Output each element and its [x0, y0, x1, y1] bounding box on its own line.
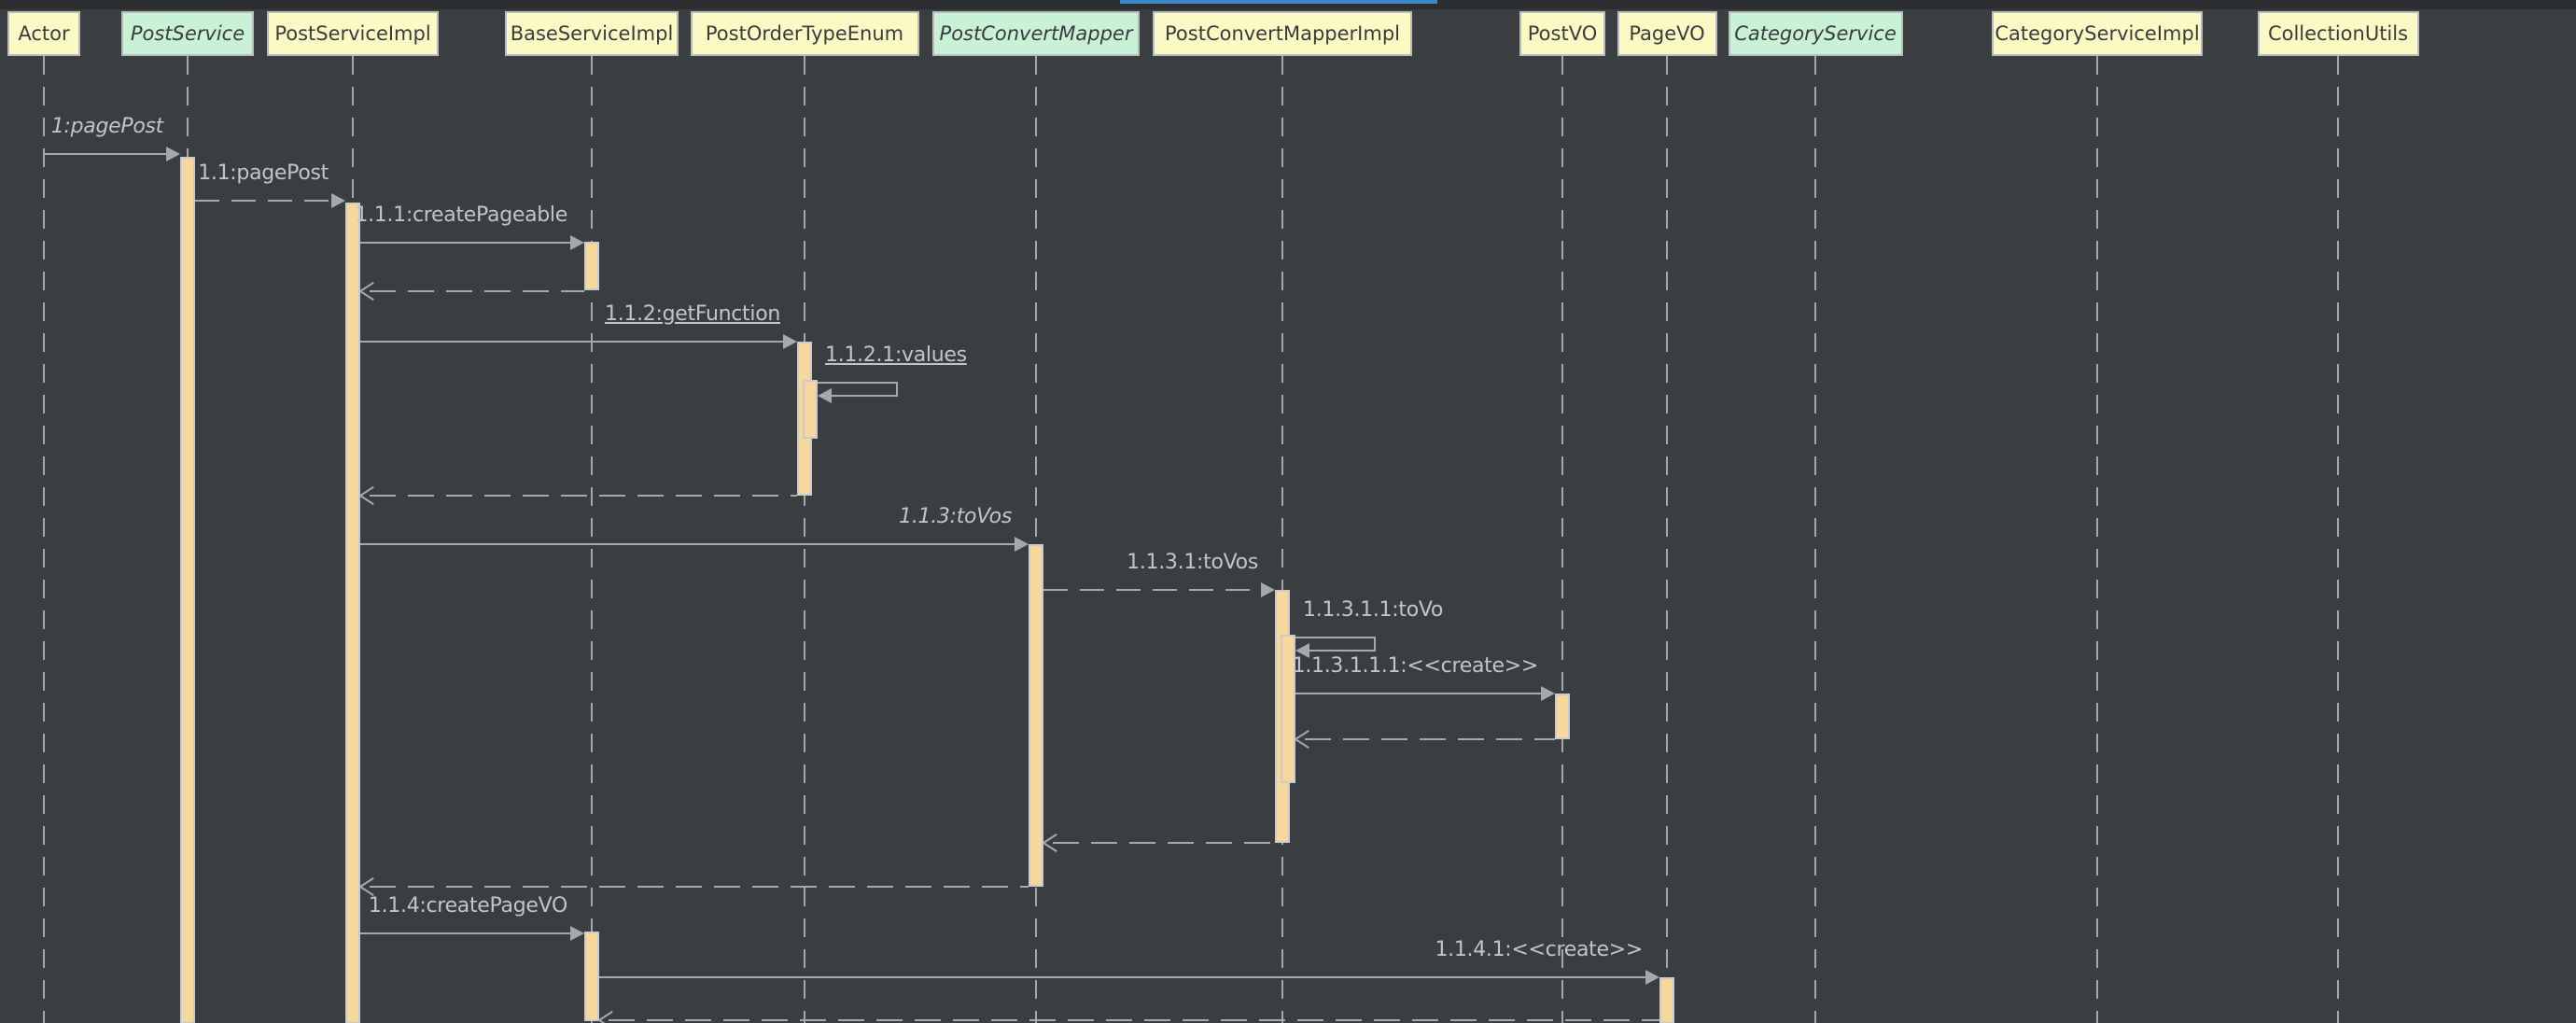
call-arrowhead-icon [166, 147, 180, 161]
participant-post-convert-mapper-impl[interactable]: PostConvertMapperImpl [1153, 11, 1412, 56]
return-arrowhead-stroke [1295, 738, 1309, 750]
self-call-bottom-line [831, 395, 898, 397]
message-line [599, 976, 1647, 978]
activation-bar-post-convert-mapper [1029, 544, 1043, 887]
call-arrowhead-icon [1015, 537, 1029, 552]
return-arrowhead-icon [359, 485, 377, 506]
active-tab-underline-indicator [1120, 0, 1437, 4]
message-label[interactable]: 1.1.4:createPageVO [368, 894, 567, 918]
call-arrowhead-icon [1261, 582, 1275, 597]
participant-actor[interactable]: Actor [7, 11, 80, 56]
activation-bar-page-vo [1659, 977, 1674, 1023]
participant-post-service[interactable]: PostService [121, 11, 254, 56]
return-arrowhead-stroke [359, 495, 374, 506]
message-label[interactable]: 1.1.4.1:<<create>> [1435, 938, 1643, 961]
return-arrowhead-icon [1295, 729, 1312, 750]
self-call-top-line [1290, 637, 1376, 638]
return-line [370, 886, 1029, 888]
participant-category-service-impl[interactable]: CategoryServiceImpl [1992, 11, 2203, 56]
message-line [195, 200, 333, 202]
activation-bar-post-vo [1555, 694, 1570, 739]
lifeline-page-vo [1666, 56, 1668, 1023]
message-line [44, 153, 168, 155]
message-label[interactable]: 1.1.3.1.1:toVo [1303, 598, 1444, 622]
message-label[interactable]: 1.1.2:getFunction [605, 302, 780, 326]
return-line [1305, 738, 1555, 740]
lifeline-post-convert-mapper-impl [1281, 56, 1283, 1023]
message-line [360, 242, 572, 244]
participant-base-service-impl[interactable]: BaseServiceImpl [505, 11, 679, 56]
participant-post-convert-mapper[interactable]: PostConvertMapper [932, 11, 1140, 56]
message-label[interactable]: 1.1.3.1:toVos [1127, 551, 1258, 574]
message-line [1295, 693, 1543, 694]
message-label[interactable]: 1.1.3.1.1.1:<<create>> [1292, 654, 1539, 678]
message-line [360, 543, 1016, 545]
lifeline-category-service-impl [2096, 56, 2098, 1023]
call-arrowhead-icon [570, 926, 584, 941]
message-label[interactable]: 1.1:pagePost [198, 161, 329, 185]
activation-bar-base-service-impl [584, 932, 599, 1021]
participant-post-vo[interactable]: PostVO [1519, 11, 1605, 56]
message-label[interactable]: 1.1.1:createPageable [355, 203, 567, 227]
return-arrowhead-stroke [598, 1019, 613, 1023]
return-line [370, 290, 584, 292]
self-call-arrowhead-icon [1295, 643, 1309, 658]
return-line [609, 1019, 1659, 1021]
call-arrowhead-icon [783, 334, 797, 349]
return-arrowhead-stroke [1043, 842, 1057, 853]
return-arrowhead-icon [598, 1010, 616, 1023]
lifeline-base-service-impl [591, 56, 593, 1023]
nested-activation-bar-post-order-type-enum [803, 380, 818, 439]
nested-activation-bar-post-convert-mapper-impl [1281, 635, 1295, 783]
message-line [1043, 589, 1263, 591]
lifeline-post-vo [1561, 56, 1563, 1023]
self-call-bottom-line [1309, 650, 1376, 652]
call-arrowhead-icon [331, 193, 345, 208]
activation-bar-post-service-impl [345, 203, 360, 1023]
message-label[interactable]: 1.1.3:toVos [899, 505, 1012, 528]
return-arrowhead-stroke [359, 290, 374, 301]
return-arrowhead-icon [359, 281, 377, 301]
message-line [360, 341, 785, 343]
message-line [360, 932, 572, 934]
editor-top-edge [0, 0, 2576, 9]
lifeline-actor [43, 56, 45, 1023]
activation-bar-post-service [180, 157, 195, 1023]
return-arrowhead-icon [359, 876, 377, 897]
return-arrowhead-icon [1043, 833, 1060, 853]
participant-page-vo[interactable]: PageVO [1617, 11, 1717, 56]
self-call-top-line [812, 382, 898, 384]
call-arrowhead-icon [1541, 686, 1555, 701]
lifeline-category-service [1814, 56, 1816, 1023]
self-call-right-line [896, 382, 898, 397]
participant-post-order-type-enum[interactable]: PostOrderTypeEnum [690, 11, 919, 56]
participant-collection-utils[interactable]: CollectionUtils [2257, 11, 2419, 56]
participant-post-service-impl[interactable]: PostServiceImpl [267, 11, 439, 56]
message-label[interactable]: 1.1.2.1:values [825, 343, 967, 367]
return-line [1053, 842, 1275, 844]
participant-category-service[interactable]: CategoryService [1728, 11, 1903, 56]
return-line [370, 495, 797, 497]
lifeline-post-order-type-enum [804, 56, 805, 1023]
call-arrowhead-icon [1645, 970, 1659, 985]
lifeline-collection-utils [2337, 56, 2339, 1023]
activation-bar-base-service-impl [584, 242, 599, 290]
call-arrowhead-icon [570, 235, 584, 250]
self-call-right-line [1374, 637, 1376, 652]
message-label[interactable]: 1:pagePost [50, 115, 163, 138]
self-call-arrowhead-icon [818, 388, 832, 403]
lifeline-post-convert-mapper [1035, 56, 1037, 1023]
